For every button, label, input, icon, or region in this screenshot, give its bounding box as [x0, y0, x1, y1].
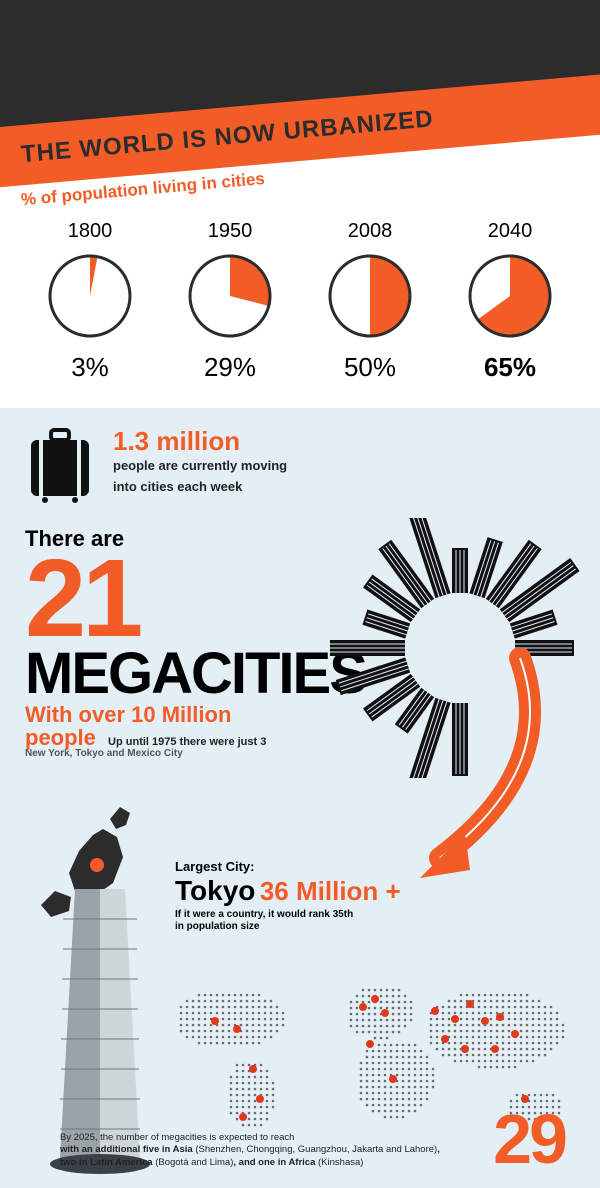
moving-caption-1: people are currently moving — [113, 458, 287, 475]
pie-percent: 65% — [465, 352, 555, 383]
largest-city-label: Largest City: — [175, 859, 254, 874]
pie-percent: 50% — [325, 352, 415, 383]
footer-a: By 2025, the number of megacities is exp… — [60, 1132, 294, 1143]
projection-footer: By 2025, the number of megacities is exp… — [60, 1132, 560, 1170]
suitcase-icon — [25, 428, 95, 508]
header-block: THE WORLD IS NOW URBANIZED % of populati… — [0, 0, 600, 230]
pie-chart-icon — [185, 251, 275, 341]
footer-b: with an additional five in Asia — [60, 1144, 193, 1155]
pie-1800: 1800 3% — [45, 220, 135, 383]
footer-asia: (Shenzhen, Chongqing, Guangzhou, Jakarta… — [195, 1144, 437, 1155]
pie-chart-icon — [325, 251, 415, 341]
megacities-note-num: 3 — [260, 736, 266, 748]
tokyo-subtext: If it were a country, it would rank 35th… — [175, 909, 353, 933]
tokyo-population: 36 Million + — [260, 876, 401, 906]
pie-percent: 3% — [45, 352, 135, 383]
pie-2008: 2008 50% — [325, 220, 415, 383]
footer-c: two in Latin America — [60, 1157, 153, 1168]
moving-caption-2: into cities each week — [113, 479, 287, 496]
withover-line2: people — [25, 725, 96, 750]
footer-d: and one in Africa — [239, 1157, 316, 1168]
tokyo-name: Tokyo — [175, 875, 255, 906]
pie-1950: 1950 29% — [185, 220, 275, 383]
moving-stat-number: 1.3 million — [113, 428, 287, 454]
footer-la: (Bogotá and Lima) — [155, 1157, 233, 1168]
moving-stat-row: 1.3 million people are currently moving … — [25, 428, 575, 508]
pie-row: 1800 3% 1950 29% 2008 50% 2040 65% — [0, 220, 600, 383]
body-section: 1.3 million people are currently moving … — [0, 408, 600, 1188]
tokyo-line: Tokyo 36 Million + — [175, 875, 401, 907]
withover-line1: With over 10 Million — [25, 702, 231, 727]
tokyo-sub-1: If it were a country, it would rank 35th — [175, 909, 353, 920]
pie-percent: 29% — [185, 352, 275, 383]
tokyo-block: Largest City: Tokyo 36 Million + If it w… — [25, 799, 575, 1119]
pie-2040: 2040 65% — [465, 220, 555, 383]
tokyo-sub-2: in population size — [175, 921, 259, 932]
pie-chart-icon — [465, 251, 555, 341]
pie-chart-icon — [45, 251, 135, 341]
moving-stat-text: 1.3 million people are currently moving … — [113, 428, 287, 496]
footer-af: (Kinshasa) — [318, 1157, 363, 1168]
megacities-note-a: Up until 1975 there were just — [108, 736, 257, 748]
